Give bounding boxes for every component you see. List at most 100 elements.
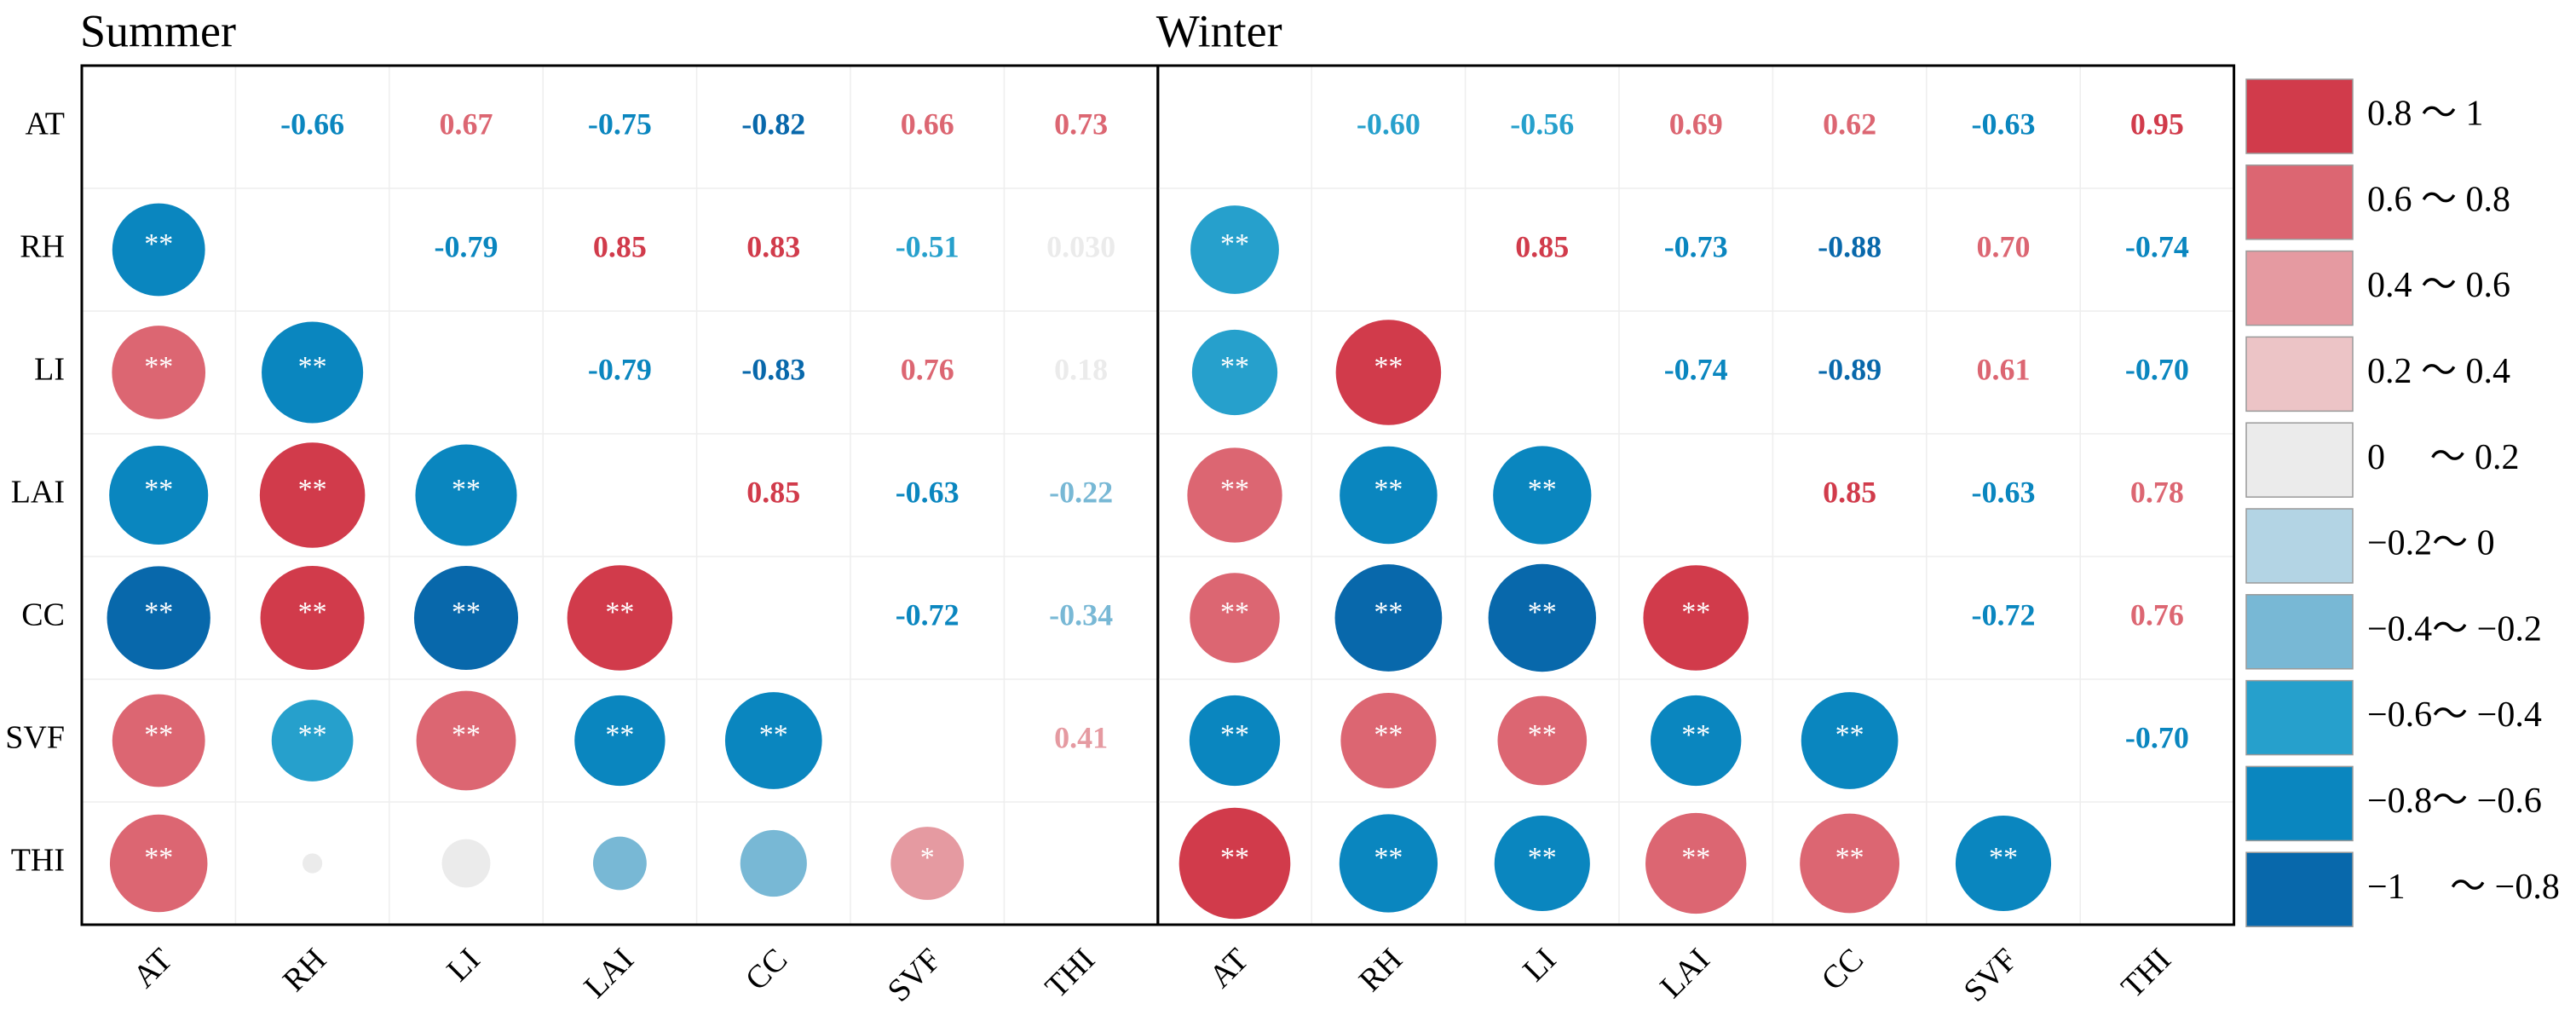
legend-swatch bbox=[2245, 250, 2354, 326]
coefficient-label: 0.66 bbox=[901, 107, 954, 141]
legend-swatch bbox=[2245, 508, 2354, 584]
coefficient-label: -0.63 bbox=[1972, 107, 2036, 141]
column-label: RH bbox=[276, 942, 333, 999]
row-label: RH bbox=[20, 229, 65, 265]
significance-mark: ** bbox=[1681, 842, 1710, 874]
coefficient-label: 0.62 bbox=[1823, 107, 1876, 141]
row-label: AT bbox=[26, 107, 65, 142]
significance-mark: ** bbox=[452, 474, 481, 505]
coefficient-label: 0.67 bbox=[440, 107, 493, 141]
correlation-circle bbox=[1334, 564, 1443, 672]
correlation-circle bbox=[1340, 446, 1438, 545]
significance-mark: ** bbox=[1989, 842, 2018, 874]
correlation-circle bbox=[1488, 563, 1597, 672]
coefficient-label: -0.22 bbox=[1049, 475, 1113, 509]
significance-mark: ** bbox=[1374, 842, 1403, 874]
panel-border bbox=[1156, 64, 2236, 926]
correlation-circle bbox=[1801, 692, 1899, 789]
correlation-circle bbox=[109, 814, 208, 913]
legend-swatch bbox=[2245, 679, 2354, 756]
column-label: LAI bbox=[577, 942, 640, 1005]
coefficient-label: 0.69 bbox=[1669, 107, 1723, 141]
row-label: LAI bbox=[11, 475, 65, 510]
significance-mark: ** bbox=[452, 597, 481, 628]
column-label: AT bbox=[126, 942, 180, 995]
correlation-circle bbox=[1651, 695, 1742, 787]
correlation-circle bbox=[416, 690, 516, 791]
significance-mark: ** bbox=[1374, 351, 1403, 383]
coefficient-label: 0.85 bbox=[593, 229, 647, 263]
coefficient-label: -0.79 bbox=[588, 352, 652, 386]
legend-label: 0.4 ～ 0.6 bbox=[2367, 266, 2510, 305]
coefficient-label: -0.66 bbox=[280, 107, 344, 141]
correlation-circle bbox=[1190, 573, 1280, 663]
significance-mark: ** bbox=[1835, 719, 1864, 751]
significance-mark: ** bbox=[144, 719, 173, 751]
correlation-circle bbox=[112, 326, 206, 419]
legend-swatch bbox=[2245, 594, 2354, 670]
legend-label: 0.8 ～ 1 bbox=[2367, 95, 2484, 134]
coefficient-label: 0.18 bbox=[1054, 352, 1108, 386]
coefficient-label: 0.70 bbox=[1977, 229, 2031, 263]
significance-mark: ** bbox=[1374, 597, 1403, 628]
coefficient-label: -0.89 bbox=[1818, 352, 1882, 386]
correlation-circle bbox=[1643, 565, 1749, 671]
coefficient-label: 0.76 bbox=[2130, 597, 2184, 632]
coefficient-label: -0.74 bbox=[2125, 229, 2189, 263]
legend-swatch bbox=[2245, 765, 2354, 842]
column-label: THI bbox=[1039, 942, 1102, 1005]
column-label: SVF bbox=[881, 942, 948, 1009]
correlation-circle bbox=[441, 839, 491, 888]
legend-label: −0.4～ −0.2 bbox=[2367, 609, 2542, 649]
significance-mark: ** bbox=[1374, 719, 1403, 751]
panel-border bbox=[80, 64, 1160, 926]
significance-mark: ** bbox=[1528, 842, 1557, 874]
coefficient-label: -0.63 bbox=[1972, 475, 2036, 509]
row-label: CC bbox=[21, 597, 65, 633]
correlation-circle bbox=[262, 321, 364, 424]
significance-mark: ** bbox=[144, 474, 173, 505]
significance-mark: ** bbox=[605, 597, 634, 628]
correlation-circle bbox=[592, 836, 647, 891]
correlation-circle bbox=[259, 442, 366, 548]
significance-mark: ** bbox=[1220, 597, 1249, 628]
correlation-circle bbox=[890, 827, 965, 900]
correlation-circle bbox=[107, 566, 210, 670]
coefficient-label: -0.63 bbox=[896, 475, 960, 509]
correlation-circle bbox=[1189, 695, 1281, 787]
legend-label: 0 ～ 0.2 bbox=[2367, 438, 2520, 477]
correlation-circle bbox=[112, 203, 205, 297]
significance-mark: ** bbox=[1374, 474, 1403, 505]
significance-mark: ** bbox=[298, 351, 327, 383]
correlation-circle bbox=[112, 694, 205, 787]
coefficient-label: 0.85 bbox=[1515, 229, 1569, 263]
row-label: SVF bbox=[5, 720, 65, 756]
correlation-circle bbox=[1800, 813, 1900, 914]
column-label: SVF bbox=[1957, 942, 2025, 1009]
coefficient-label: -0.75 bbox=[588, 107, 652, 141]
coefficient-label: 0.78 bbox=[2130, 475, 2184, 509]
correlation-circle bbox=[567, 565, 673, 671]
significance-mark: ** bbox=[1528, 474, 1557, 505]
correlation-circle bbox=[574, 695, 666, 787]
coefficient-label: 0.83 bbox=[746, 229, 800, 263]
correlation-circle bbox=[1187, 447, 1282, 543]
row-label: THI bbox=[11, 843, 65, 879]
coefficient-label: -0.72 bbox=[1972, 597, 2036, 632]
coefficient-label: -0.73 bbox=[1664, 229, 1728, 263]
significance-mark: ** bbox=[1220, 719, 1249, 751]
significance-mark: * bbox=[920, 842, 935, 874]
legend-swatch bbox=[2245, 336, 2354, 412]
coefficient-label: 0.41 bbox=[1054, 720, 1108, 754]
column-label: THI bbox=[2114, 942, 2177, 1005]
significance-mark: ** bbox=[452, 719, 481, 751]
correlation-circle bbox=[1191, 329, 1278, 416]
correlation-circle bbox=[109, 445, 209, 545]
coefficient-label: 0.73 bbox=[1054, 107, 1108, 141]
significance-mark: ** bbox=[1681, 597, 1710, 628]
panel-title: Summer bbox=[80, 5, 236, 56]
column-label: RH bbox=[1352, 942, 1409, 999]
correlation-circle bbox=[1645, 812, 1747, 914]
coefficient-label: 0.85 bbox=[1823, 475, 1876, 509]
